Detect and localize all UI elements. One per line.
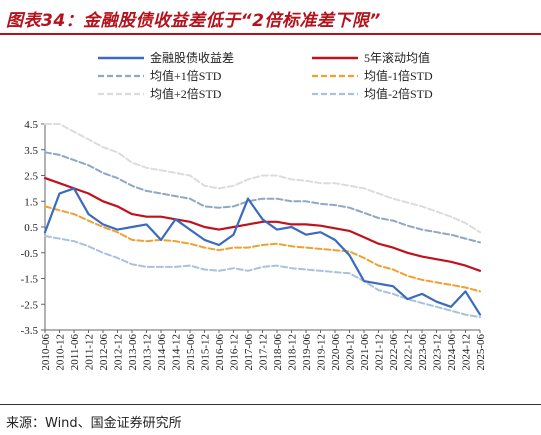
- y-tick-label: 3.5: [24, 145, 38, 157]
- legend-label: 均值+2倍STD: [150, 86, 222, 101]
- x-tick-label: 2016-12: [229, 334, 241, 371]
- legend-label: 5年滚动均值: [364, 50, 430, 65]
- source-note: 来源：Wind、国金证券研究所: [6, 416, 182, 431]
- legend-label: 均值+1倍STD: [150, 68, 222, 83]
- x-tick-label: 2010-06: [40, 334, 52, 371]
- x-tick-label: 2018-12: [287, 334, 299, 371]
- legend-label: 均值-1倍STD: [364, 68, 433, 83]
- bottom-rule: [0, 404, 541, 405]
- plot-area: [43, 123, 482, 319]
- x-tick-label: 2020-06: [330, 334, 342, 371]
- x-tick-label: 2021-12: [374, 334, 386, 371]
- x-tick-label: 2019-06: [301, 334, 313, 371]
- series-line-0: [43, 187, 482, 316]
- x-tick-label: 2020-12: [345, 334, 357, 371]
- y-tick-label: -1.5: [21, 274, 39, 286]
- x-tick-label: 2024-06: [446, 334, 458, 371]
- y-tick-label: 4.5: [24, 119, 38, 131]
- y-tick-label: 1.5: [24, 196, 38, 208]
- x-tick-label: 2011-06: [69, 334, 81, 371]
- x-tick-label: 2022-12: [403, 334, 415, 371]
- x-tick-label: 2014-06: [156, 334, 168, 371]
- x-tick-label: 2024-12: [461, 334, 473, 371]
- x-tick-label: 2010-12: [55, 334, 67, 371]
- y-tick-label: -3.5: [21, 325, 39, 337]
- x-tick-label: 2016-06: [214, 334, 226, 371]
- x-tick-label: 2015-12: [200, 334, 212, 371]
- x-tick-label: 2012-06: [98, 334, 110, 371]
- y-tick-label: 2.5: [24, 171, 38, 183]
- legend-label: 金融股债收益差: [150, 50, 234, 65]
- y-tick-label: -2.5: [21, 299, 39, 311]
- x-tick-label: 2014-12: [171, 334, 183, 371]
- series-line-1: [43, 177, 482, 272]
- x-tick-label: 2021-06: [359, 334, 371, 371]
- x-tick-label: 2025-06: [475, 334, 487, 371]
- series-line-3: [44, 205, 481, 293]
- y-tick-label: 0.5: [24, 222, 38, 234]
- x-tick-label: 2022-06: [388, 334, 400, 371]
- series-line-2: [44, 151, 481, 244]
- x-tick-label: 2011-12: [84, 334, 96, 370]
- x-tick-label: 2023-06: [417, 334, 429, 371]
- series-line-5: [44, 235, 481, 319]
- figure-title: 图表34：金融股债收益差低于“2倍标准差下限”: [6, 11, 381, 31]
- series-line-4: [44, 123, 481, 234]
- x-tick-label: 2013-12: [142, 334, 154, 371]
- x-tick-label: 2015-06: [185, 334, 197, 371]
- legend-label: 均值-2倍STD: [364, 86, 433, 101]
- title-rule: [0, 33, 541, 35]
- y-tick-label: -0.5: [21, 248, 39, 260]
- x-tick-label: 2017-06: [243, 334, 255, 371]
- x-tick-label: 2012-12: [113, 334, 125, 371]
- x-tick-label: 2023-12: [432, 334, 444, 371]
- x-tick-label: 2013-06: [127, 334, 139, 371]
- x-tick-label: 2018-06: [272, 334, 284, 371]
- x-tick-label: 2017-12: [258, 334, 270, 371]
- x-tick-label: 2019-12: [316, 334, 328, 371]
